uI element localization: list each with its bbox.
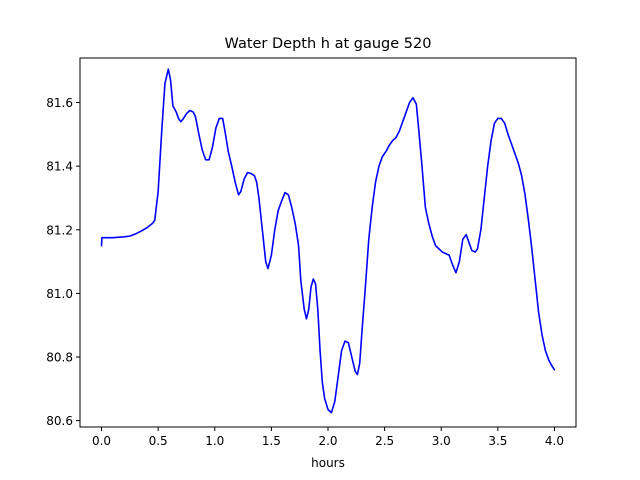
x-tick-label: 2.5 bbox=[375, 434, 394, 448]
y-tick-label: 80.6 bbox=[46, 414, 73, 428]
x-tick-label: 1.5 bbox=[262, 434, 281, 448]
y-tick-label: 80.8 bbox=[46, 351, 73, 365]
x-tick-label: 0.0 bbox=[92, 434, 111, 448]
x-tick-label: 3.0 bbox=[432, 434, 451, 448]
x-tick-label: 0.5 bbox=[149, 434, 168, 448]
y-axis: 80.6 80.8 81.0 81.2 81.4 81.6 bbox=[46, 96, 80, 428]
chart-title: Water Depth h at gauge 520 bbox=[225, 36, 432, 52]
y-tick-label: 81.2 bbox=[46, 223, 73, 237]
x-tick-label: 4.0 bbox=[545, 434, 564, 448]
x-axis-label: hours bbox=[311, 456, 345, 470]
x-tick-label: 2.0 bbox=[318, 434, 337, 448]
x-axis: 0.0 0.5 1.0 1.5 2.0 2.5 3.0 3.5 4.0 bbox=[92, 427, 564, 448]
y-tick-label: 81.4 bbox=[46, 160, 73, 174]
x-tick-label: 1.0 bbox=[205, 434, 224, 448]
series-line bbox=[100, 68, 556, 414]
x-tick-label: 3.5 bbox=[488, 434, 507, 448]
y-tick-label: 81.0 bbox=[46, 287, 73, 301]
y-tick-label: 81.6 bbox=[46, 96, 73, 110]
